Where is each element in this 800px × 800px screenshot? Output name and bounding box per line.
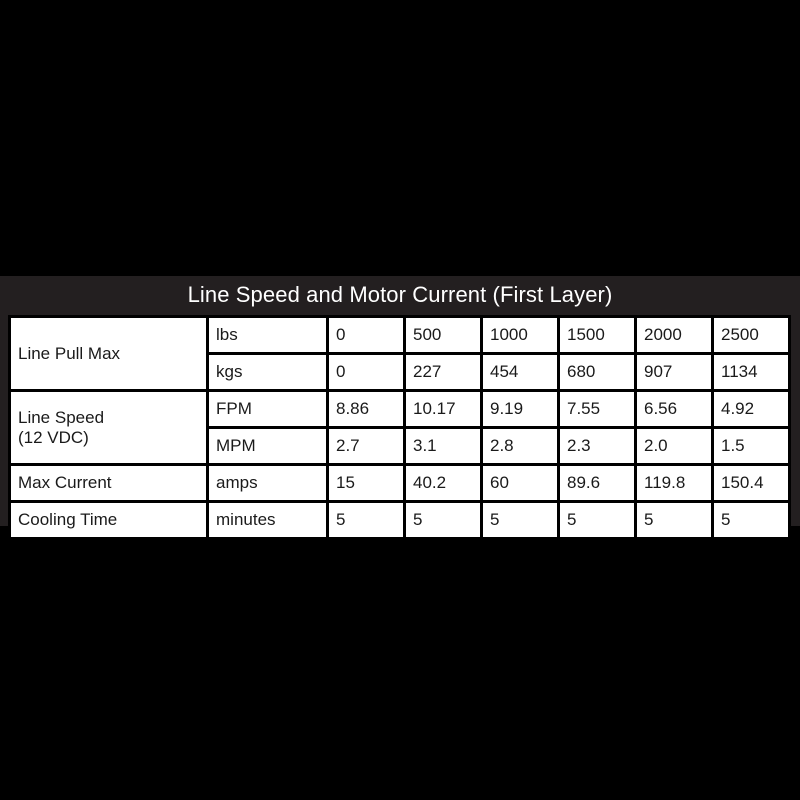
cell-value: 6.56 bbox=[634, 389, 714, 429]
cell-value: 5 bbox=[634, 500, 714, 540]
cell-value: 2.7 bbox=[326, 426, 406, 466]
table-row: Line Pull Max lbs 0 500 1000 1500 2000 2… bbox=[8, 315, 791, 392]
table-row: Max Current amps 15 40.2 60 89.6 119.8 1… bbox=[8, 463, 791, 503]
cell-value: 10.17 bbox=[403, 389, 483, 429]
cell-value: 1500 bbox=[557, 315, 637, 355]
row-label-text: Line Pull Max bbox=[18, 343, 121, 363]
row-unit-minutes: minutes bbox=[206, 500, 329, 540]
cell-value: 2.8 bbox=[480, 426, 560, 466]
row-label-max-current: Max Current bbox=[8, 463, 209, 503]
table-row: kgs 0 227 454 680 907 1134 bbox=[10, 352, 791, 392]
cell-value: 5 bbox=[326, 500, 406, 540]
row-label-text: Cooling Time bbox=[18, 510, 118, 529]
row-label-subtext: (12 VDC) bbox=[18, 427, 89, 447]
row-unit-amps: amps bbox=[206, 463, 329, 503]
spec-table: Line Pull Max lbs 0 500 1000 1500 2000 2… bbox=[8, 315, 791, 540]
cell-value: 454 bbox=[480, 352, 560, 392]
cell-value: 150.4 bbox=[711, 463, 791, 503]
cell-value: 5 bbox=[557, 500, 637, 540]
cell-value: 907 bbox=[634, 352, 714, 392]
cell-value: 680 bbox=[557, 352, 637, 392]
cell-value: 7.55 bbox=[557, 389, 637, 429]
table-row: Line Speed (12 VDC) FPM 8.86 10.17 9.19 … bbox=[8, 389, 791, 466]
cell-value: 3.1 bbox=[403, 426, 483, 466]
cell-value: 2500 bbox=[711, 315, 791, 355]
row-label-line-speed: Line Speed (12 VDC) bbox=[8, 389, 209, 466]
page-title: Line Speed and Motor Current (First Laye… bbox=[187, 282, 613, 307]
cell-value: 2.3 bbox=[557, 426, 637, 466]
table-row: Cooling Time minutes 5 5 5 5 5 5 bbox=[8, 500, 791, 540]
row-label-cooling-time: Cooling Time bbox=[8, 500, 209, 540]
cell-value: 5 bbox=[480, 500, 560, 540]
cell-value: 8.86 bbox=[326, 389, 406, 429]
cell-value: 227 bbox=[403, 352, 483, 392]
row-label-text: Line Speed bbox=[18, 407, 105, 427]
cell-value: 60 bbox=[480, 463, 560, 503]
cell-value: 1134 bbox=[711, 352, 791, 392]
cell-value: 9.19 bbox=[480, 389, 560, 429]
row-label-line-pull-max: Line Pull Max bbox=[8, 315, 209, 392]
cell-value: 2000 bbox=[634, 315, 714, 355]
cell-value: 15 bbox=[326, 463, 406, 503]
cell-value: 89.6 bbox=[557, 463, 637, 503]
spec-table-container: Line Pull Max lbs 0 500 1000 1500 2000 2… bbox=[8, 315, 791, 540]
cell-value: 119.8 bbox=[634, 463, 714, 503]
cell-value: 40.2 bbox=[403, 463, 483, 503]
cell-value: 5 bbox=[403, 500, 483, 540]
cell-value: 4.92 bbox=[711, 389, 791, 429]
cell-value: 2.0 bbox=[634, 426, 714, 466]
cell-value: 0 bbox=[326, 315, 406, 355]
cell-value: 5 bbox=[711, 500, 791, 540]
row-unit-lbs: lbs bbox=[206, 315, 329, 355]
cell-value: 1.5 bbox=[711, 426, 791, 466]
cell-value: 1000 bbox=[480, 315, 560, 355]
row-unit-mpm: MPM bbox=[206, 426, 329, 466]
table-row: MPM 2.7 3.1 2.8 2.3 2.0 1.5 bbox=[10, 426, 791, 466]
row-label-text: Max Current bbox=[18, 473, 112, 492]
cell-value: 500 bbox=[403, 315, 483, 355]
spec-panel: Line Speed and Motor Current (First Laye… bbox=[0, 276, 800, 540]
row-unit-kgs: kgs bbox=[206, 352, 329, 392]
row-unit-fpm: FPM bbox=[206, 389, 329, 429]
cell-value: 0 bbox=[326, 352, 406, 392]
